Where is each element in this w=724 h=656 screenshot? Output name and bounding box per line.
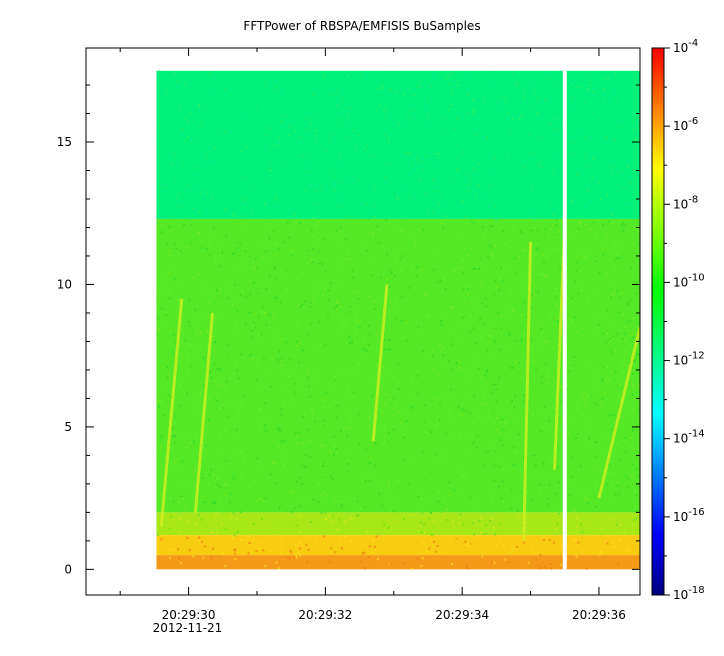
spectrogram-band-3 <box>156 535 640 556</box>
chorus-streak-2 <box>371 284 389 442</box>
colorbar <box>651 47 665 596</box>
x-tick-label-1: 20:29:32 <box>298 608 352 622</box>
colorbar-tick-label-3: 10-10 <box>673 272 705 289</box>
colorbar-tick-label-7: 10-18 <box>673 585 705 602</box>
plot-frame <box>85 47 641 596</box>
spectrogram-band-0 <box>156 70 640 219</box>
chorus-streak-1 <box>193 312 215 513</box>
x-tick-label-3: 20:29:36 <box>572 608 626 622</box>
y-tick-label-5: 5 <box>64 420 72 434</box>
colorbar-tick-label-2: 10-8 <box>673 194 698 211</box>
x-tick-label-0: 20:29:30 <box>162 608 216 622</box>
colorbar-tick-label-6: 10-16 <box>673 507 705 524</box>
y-tick-label-15: 15 <box>57 135 72 149</box>
spectrogram-band-4 <box>156 555 640 570</box>
colorbar-tick-label-5: 10-14 <box>673 429 705 446</box>
data-gap <box>562 70 567 570</box>
chart-title: FFTPower of RBSPA/EMFISIS BuSamples <box>243 19 480 33</box>
y-axis: 0 5 10 15 <box>57 84 640 576</box>
colorbar-tick-label-0: 10-4 <box>673 38 698 55</box>
x-tick-label-2: 20:29:34 <box>435 608 489 622</box>
chorus-streak-3 <box>522 241 533 541</box>
spectrogram-noise <box>156 70 640 570</box>
colorbar-tick-label-1: 10-6 <box>673 116 698 133</box>
spectrogram-image <box>156 70 640 570</box>
y-tick-label-10: 10 <box>57 277 72 291</box>
colorbar-axis: 10-4 10-6 10-8 10-10 10-12 10-14 10-16 10-18 <box>664 38 705 602</box>
colorbar-tick-label-4: 10-12 <box>673 351 705 368</box>
spectrogram-band-2 <box>156 512 640 536</box>
spectrogram-band-1 <box>156 218 640 513</box>
chorus-streak-5 <box>597 326 640 499</box>
chorus-streak-0 <box>159 298 184 527</box>
x-tick-date-label: 2012-11-21 <box>153 621 223 635</box>
y-tick-label-0: 0 <box>64 562 72 576</box>
